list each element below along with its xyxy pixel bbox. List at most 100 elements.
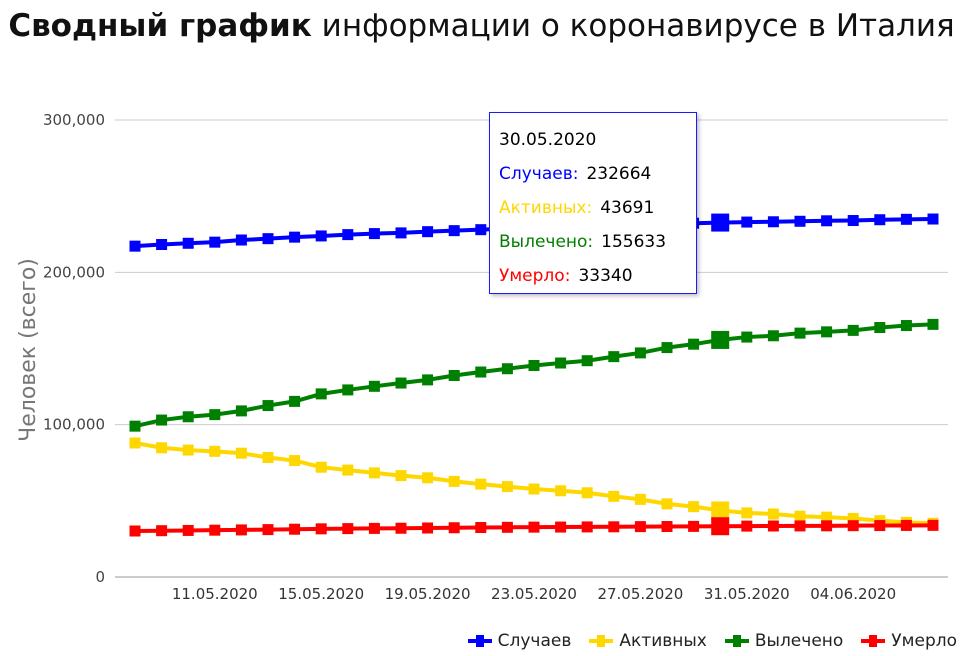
data-point [368,380,380,392]
x-tick-label: 31.05.2020 [704,585,790,603]
data-point [209,445,221,457]
data-point [581,355,593,367]
tooltip-label-recovered: Вылечено: [499,232,594,252]
data-point [528,521,540,533]
data-point [661,521,673,533]
data-point [501,521,513,533]
data-point [262,400,274,412]
y-axis-label: Человек (всего) [16,258,41,442]
series-3 [129,517,939,537]
data-point [315,523,327,535]
data-point [235,405,247,417]
tooltip-row-cases: Случаев: 232664 [499,157,696,191]
data-point [900,213,912,225]
data-point [342,464,354,476]
data-point [129,437,141,449]
legend-item-recovered[interactable]: Вылечено [724,631,844,651]
legend-label-recovered: Вылечено [754,631,844,651]
legend-swatch-active [589,635,614,647]
data-point [821,215,833,227]
data-point [927,213,939,225]
data-point [315,388,327,400]
chart-title-bold: Сводный график [8,8,312,44]
data-point [847,215,859,227]
y-tick-label: 200,000 [43,263,105,281]
data-point [422,374,434,386]
tooltip-value-cases: 232664 [586,164,652,184]
data-point [874,214,886,226]
legend-label-active: Активных [619,631,707,651]
data-point [821,511,833,523]
data-point [555,357,567,369]
series-line [134,322,934,429]
x-tick-label: 11.05.2020 [172,585,258,603]
data-point [634,347,646,359]
data-point [156,442,168,454]
data-point [608,521,620,533]
series-1 [129,437,939,529]
data-point [289,455,301,467]
data-point [209,409,221,421]
legend-item-deaths[interactable]: Умерло [861,631,957,651]
data-point [422,226,434,238]
y-tick-label: 100,000 [43,416,105,434]
data-point [767,330,779,342]
data-point [927,318,939,330]
series-group [129,213,939,537]
data-tooltip: 30.05.2020 Случаев: 232664 Активных: 43691… [489,112,697,294]
data-point [874,520,886,532]
data-point [794,327,806,339]
legend-item-active[interactable]: Активных [589,631,707,651]
data-point [555,521,567,533]
tooltip-value-active: 43691 [600,198,655,218]
series-2 [129,318,939,432]
legend-swatch-cases [467,635,492,647]
chart-title-rest: информации о коронавирусе в Италия [311,8,955,44]
x-tick-label: 27.05.2020 [597,585,683,603]
data-point [927,519,939,531]
data-point [395,377,407,389]
data-point [448,522,460,534]
tooltip-date: 30.05.2020 [499,130,597,150]
data-point [182,237,194,249]
data-point [448,475,460,487]
data-point [711,330,730,349]
data-point [847,512,859,524]
data-point [156,414,168,426]
tooltip-row-deaths: Умерло: 33340 [499,259,696,293]
data-point [741,331,753,343]
data-point [741,520,753,532]
data-point [129,240,141,252]
legend-item-cases[interactable]: Случаев [467,631,571,651]
data-point [315,230,327,242]
data-point [182,524,194,536]
data-point [156,239,168,251]
data-point [182,444,194,456]
data-point [581,487,593,499]
data-point [767,216,779,228]
data-point [182,411,194,423]
data-point [741,216,753,228]
data-point [608,490,620,502]
data-point [581,521,593,533]
data-point [395,227,407,239]
data-point [847,520,859,532]
data-point [395,522,407,534]
legend-swatch-recovered [724,635,749,647]
data-point [368,522,380,534]
legend-swatch-deaths [861,635,886,647]
data-point [368,467,380,479]
data-point [395,470,407,482]
data-point [262,233,274,245]
tooltip-label-cases: Случаев: [499,164,579,184]
data-point [475,522,487,534]
data-point [767,508,779,520]
tooltip-label-active: Активных: [499,198,593,218]
data-point [342,523,354,535]
data-point [634,521,646,533]
y-tick-label: 0 [95,568,105,586]
data-point [289,523,301,535]
data-point [475,224,487,236]
data-point [209,524,221,536]
